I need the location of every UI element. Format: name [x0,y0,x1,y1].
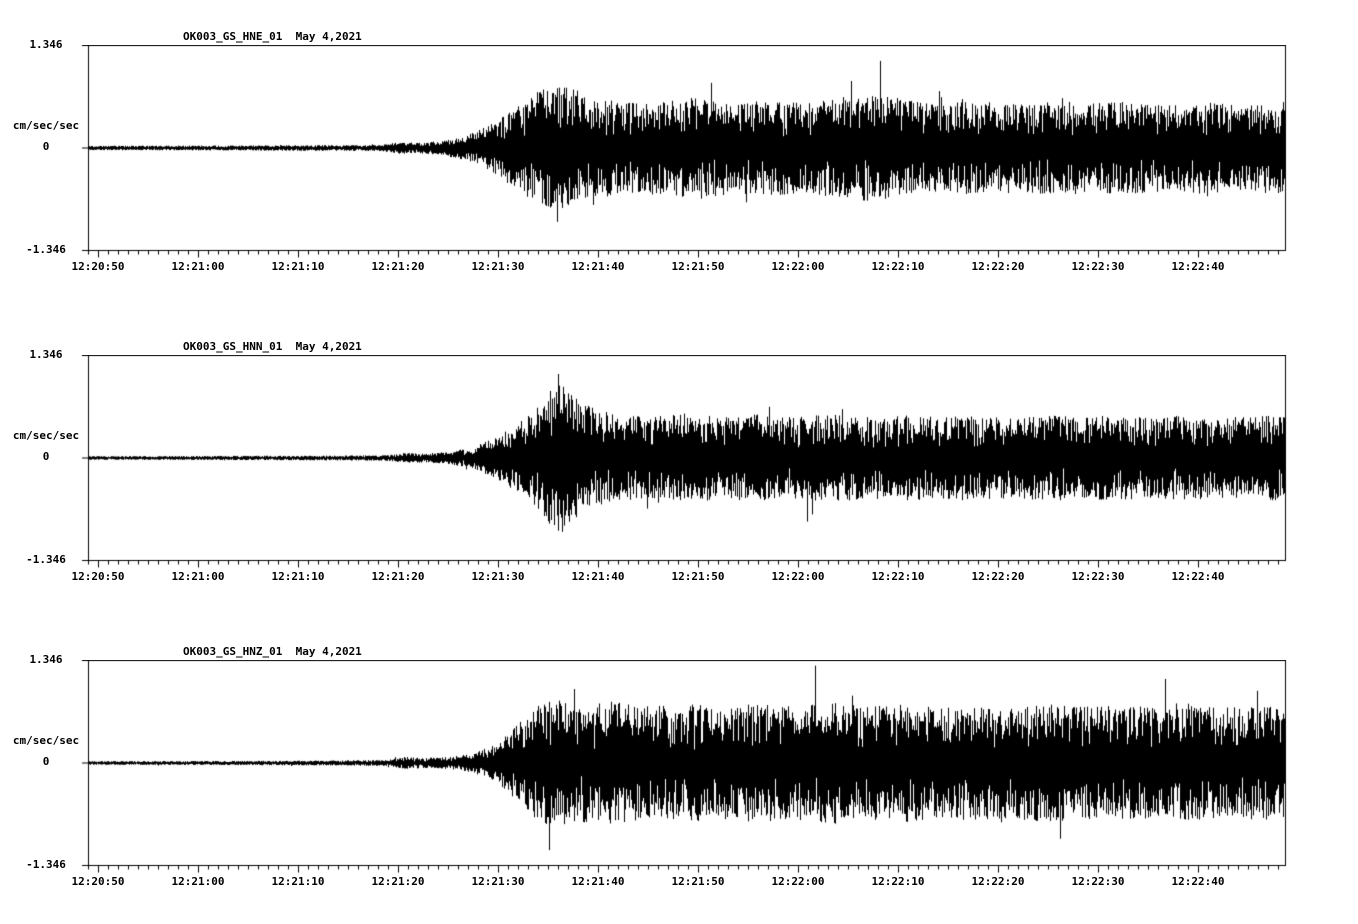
chart-title: OK003_GS_HNZ_01 May 4,2021 [183,645,362,658]
x-tick-label: 12:22:00 [771,570,825,583]
x-tick-label: 12:22:10 [871,260,925,273]
waveform-plot-hnn [80,355,1288,571]
x-tick-label: 12:21:00 [171,260,225,273]
y-axis-unit-label: cm/sec/sec [12,119,80,132]
x-tick-label: 12:21:30 [471,875,525,888]
y-axis-min-label: -1.346 [26,858,66,871]
x-tick-label: 12:20:50 [71,260,125,273]
x-tick-label: 12:20:50 [71,570,125,583]
y-axis-unit-label: cm/sec/sec [12,734,80,747]
y-axis-min-label: -1.346 [26,243,66,256]
x-tick-label: 12:21:30 [471,570,525,583]
x-tick-label: 12:21:10 [271,260,325,273]
x-tick-label: 12:22:30 [1071,875,1125,888]
waveform-plot-hne [80,45,1288,261]
x-tick-label: 12:21:10 [271,875,325,888]
x-tick-label: 12:21:20 [371,570,425,583]
seismogram-chart-hnz: OK003_GS_HNZ_01 May 4,2021 1.346 cm/sec/… [0,646,1358,900]
y-axis-max-label: 1.346 [29,38,63,51]
y-axis-zero-label: 0 [42,450,50,463]
seismogram-chart-hne: OK003_GS_HNE_01 May 4,2021 1.346 cm/sec/… [0,31,1358,285]
x-tick-label: 12:21:40 [571,260,625,273]
y-axis-unit-label: cm/sec/sec [12,429,80,442]
x-tick-label: 12:21:50 [671,570,725,583]
x-tick-label: 12:21:40 [571,875,625,888]
x-tick-label: 12:21:30 [471,260,525,273]
y-axis-max-label: 1.346 [29,348,63,361]
waveform-plot-hnz [80,660,1288,876]
y-axis-max-label: 1.346 [29,653,63,666]
y-axis-min-label: -1.346 [26,553,66,566]
x-tick-label: 12:22:20 [971,260,1025,273]
x-tick-label: 12:21:20 [371,260,425,273]
x-tick-label: 12:20:50 [71,875,125,888]
x-tick-label: 12:22:00 [771,875,825,888]
x-tick-label: 12:22:00 [771,260,825,273]
seismogram-chart-hnn: OK003_GS_HNN_01 May 4,2021 1.346 cm/sec/… [0,341,1358,595]
x-tick-label: 12:22:10 [871,875,925,888]
x-tick-label: 12:22:30 [1071,260,1125,273]
x-tick-label: 12:22:40 [1171,875,1225,888]
x-tick-label: 12:21:50 [671,875,725,888]
x-tick-label: 12:21:00 [171,570,225,583]
x-axis-tick-labels: 12:20:50 12:21:00 12:21:10 12:21:20 12:21:30… [72,875,1288,890]
x-tick-label: 12:21:20 [371,875,425,888]
x-axis-tick-labels: 12:20:50 12:21:00 12:21:10 12:21:20 12:21:30… [72,260,1288,275]
x-tick-label: 12:21:50 [671,260,725,273]
x-tick-label: 12:22:30 [1071,570,1125,583]
x-axis-tick-labels: 12:20:50 12:21:00 12:21:10 12:21:20 12:21:30… [72,570,1288,585]
y-axis-zero-label: 0 [42,755,50,768]
chart-title: OK003_GS_HNN_01 May 4,2021 [183,340,362,353]
x-tick-label: 12:21:00 [171,875,225,888]
x-tick-label: 12:22:40 [1171,570,1225,583]
x-tick-label: 12:22:20 [971,570,1025,583]
x-tick-label: 12:22:10 [871,570,925,583]
x-tick-label: 12:22:20 [971,875,1025,888]
y-axis-zero-label: 0 [42,140,50,153]
x-tick-label: 12:21:40 [571,570,625,583]
chart-title: OK003_GS_HNE_01 May 4,2021 [183,30,362,43]
x-tick-label: 12:21:10 [271,570,325,583]
x-tick-label: 12:22:40 [1171,260,1225,273]
